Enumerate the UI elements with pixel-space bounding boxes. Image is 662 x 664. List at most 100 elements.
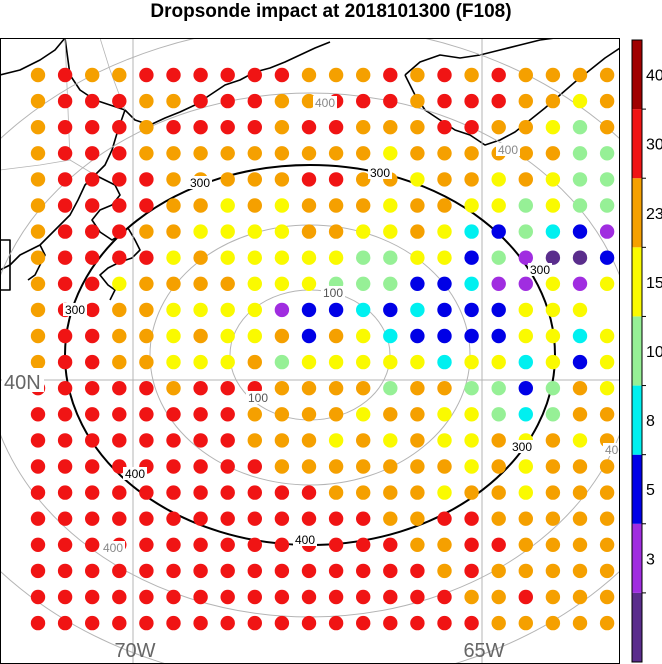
impact-point — [599, 459, 615, 474]
impact-point — [383, 302, 398, 318]
impact-point — [410, 224, 425, 239]
impact-point — [220, 615, 235, 631]
impact-point — [437, 172, 452, 187]
impact-point — [139, 511, 154, 526]
colorbar-segment — [632, 592, 642, 662]
impact-point — [464, 407, 479, 422]
impact-point — [491, 459, 506, 474]
impact-point — [545, 433, 561, 448]
impact-point — [30, 537, 46, 552]
impact-point — [491, 198, 506, 213]
impact-point — [166, 407, 181, 422]
impact-point — [464, 224, 479, 239]
impact-point — [30, 250, 46, 265]
impact-point — [220, 146, 235, 161]
colorbar-segment — [632, 454, 642, 524]
impact-point — [572, 537, 588, 552]
impact-point — [193, 93, 208, 109]
impact-point — [247, 354, 262, 370]
impact-point — [193, 407, 208, 422]
impact-point — [572, 224, 588, 239]
impact-point — [410, 146, 425, 161]
colorbar-label: 30 — [646, 137, 662, 154]
impact-point — [572, 328, 588, 344]
colorbar-segment — [632, 316, 642, 386]
impact-point — [599, 276, 615, 291]
contour-label-bg — [101, 541, 125, 554]
contour-label-bg — [63, 303, 87, 316]
colorbar: 3 5 8 10 15 23 30 40 — [631, 39, 662, 663]
impact-point — [464, 537, 479, 552]
impact-point — [57, 198, 73, 213]
impact-point — [193, 537, 208, 552]
impact-point — [301, 198, 317, 213]
impact-point — [220, 328, 235, 344]
impact-point — [545, 302, 561, 318]
impact-point — [491, 511, 506, 526]
colorbar-segment — [632, 385, 642, 455]
impact-point — [437, 354, 452, 370]
impact-point — [112, 459, 127, 474]
impact-point — [599, 563, 615, 579]
impact-point — [356, 224, 371, 239]
impact-point — [139, 563, 154, 579]
impact-point — [30, 67, 46, 83]
impact-point — [30, 146, 46, 161]
impact-point — [220, 511, 235, 526]
impact-point — [166, 328, 181, 344]
impact-point — [599, 250, 615, 265]
impact-point — [166, 250, 181, 265]
impact-point — [139, 67, 154, 83]
impact-point — [383, 407, 398, 422]
impact-point — [166, 563, 181, 579]
impact-point — [30, 485, 46, 500]
impact-point — [464, 120, 479, 135]
impact-point — [410, 250, 425, 265]
impact-point — [274, 589, 290, 605]
impact-point — [301, 511, 317, 526]
impact-point — [139, 354, 154, 370]
impact-point — [30, 198, 46, 213]
impact-point — [85, 120, 100, 135]
impact-point — [356, 67, 371, 83]
impact-point — [410, 563, 425, 579]
impact-point — [545, 198, 561, 213]
impact-point — [437, 485, 452, 500]
impact-point — [491, 615, 506, 631]
impact-point — [545, 328, 561, 344]
impact-point — [301, 67, 317, 83]
impact-point — [437, 302, 452, 318]
impact-point — [193, 615, 208, 631]
impact-point — [437, 67, 452, 83]
impact-point — [85, 589, 100, 605]
impact-point — [491, 276, 506, 291]
impact-point — [491, 172, 506, 187]
impact-point — [356, 93, 371, 109]
impact-point — [220, 433, 235, 448]
impact-point — [247, 537, 262, 552]
impact-point — [247, 120, 262, 135]
impact-point — [274, 459, 290, 474]
impact-point — [30, 224, 46, 239]
impact-point — [572, 459, 588, 474]
impact-point — [572, 354, 588, 370]
impact-point — [599, 407, 615, 422]
contour-label: 300 — [370, 166, 390, 180]
impact-point — [85, 328, 100, 344]
longitude-label: 65W — [463, 640, 504, 662]
impact-point — [193, 120, 208, 135]
impact-point — [247, 328, 262, 344]
impact-point — [356, 537, 371, 552]
impact-point — [247, 563, 262, 579]
impact-point — [274, 511, 290, 526]
impact-point — [247, 407, 262, 422]
impact-point — [356, 250, 371, 265]
impact-point — [464, 485, 479, 500]
impact-point — [57, 354, 73, 370]
impact-point — [30, 120, 46, 135]
contour-labels: 100 100 300 300 300 300 300 400 400 400 400 400 400 — [63, 96, 620, 555]
impact-point — [437, 328, 452, 344]
impact-point — [410, 433, 425, 448]
graticule — [0, 38, 620, 664]
impact-point — [193, 146, 208, 161]
